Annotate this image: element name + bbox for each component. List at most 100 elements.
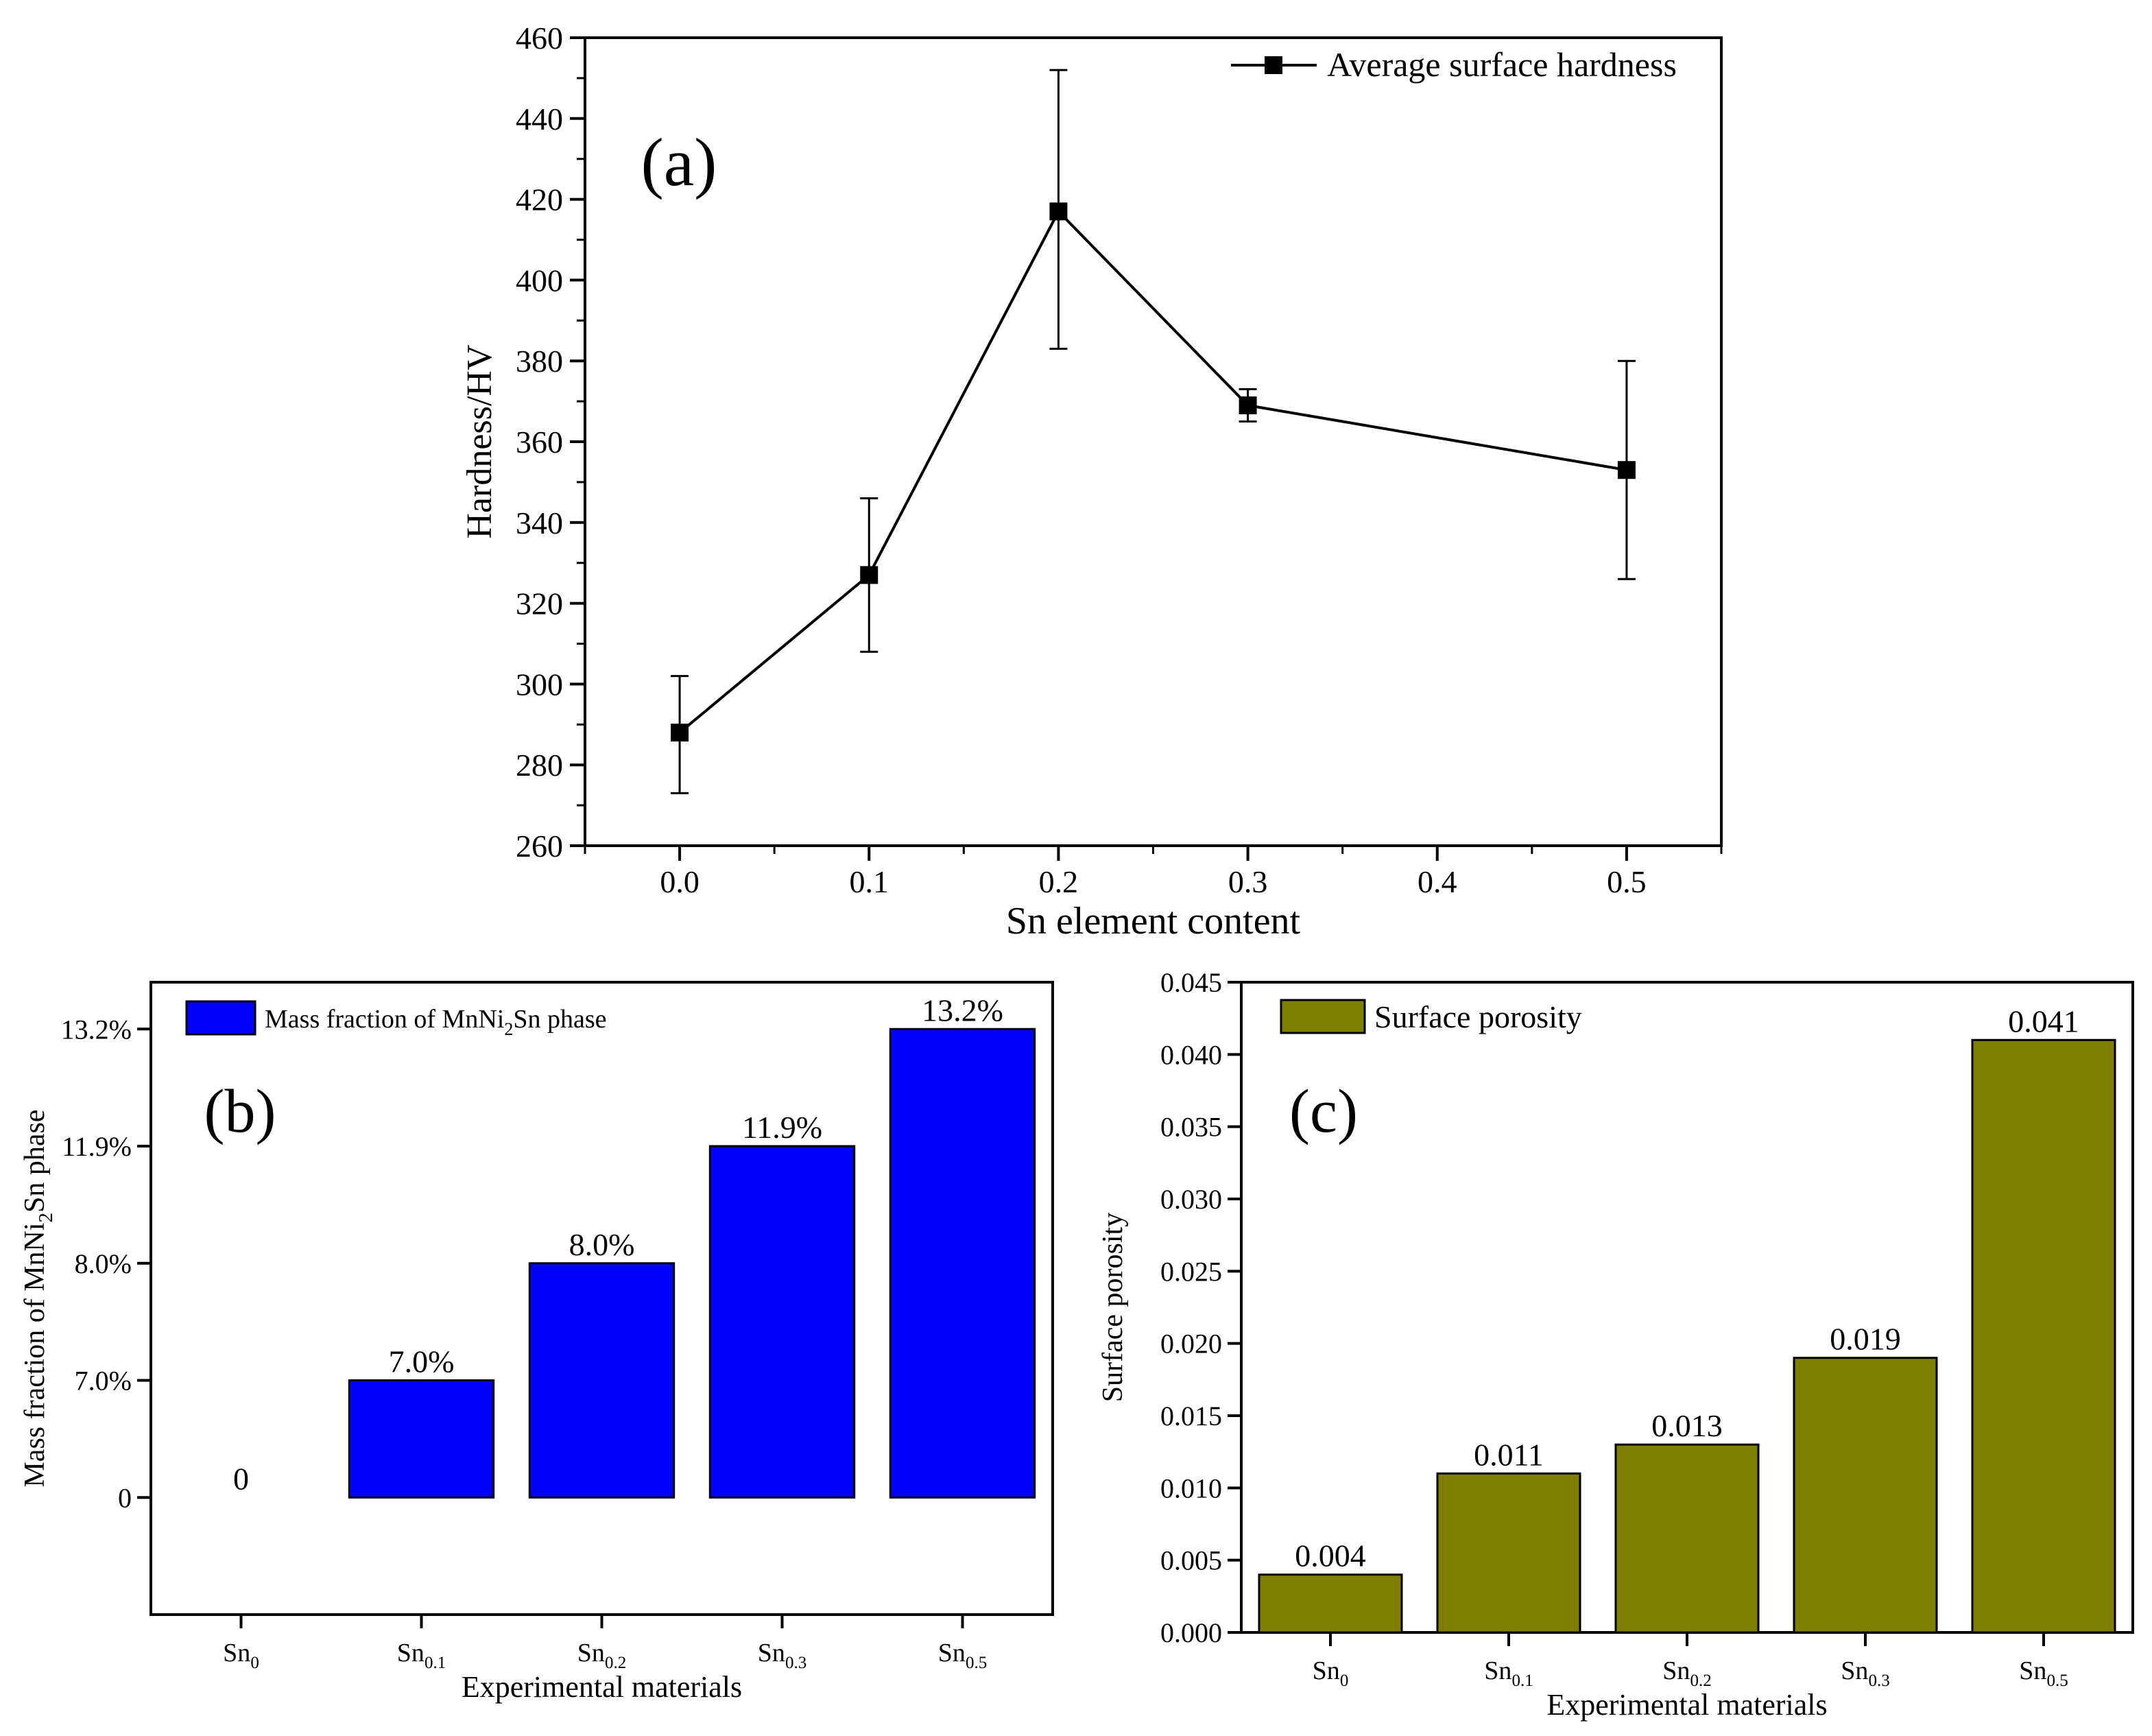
y-tick-label-b: 13.2%	[61, 1014, 132, 1045]
x-tick-label-sub-b: 0	[250, 1654, 259, 1672]
x-tick-label-a: 0.3	[1228, 864, 1268, 899]
chart-b: 07.0%8.0%11.9%13.2%0Sn07.0%Sn0.18.0%Sn0.…	[19, 981, 1054, 1704]
x-tick-label-b: Sn0.5	[938, 1639, 987, 1672]
y-tick-label-a: 320	[516, 586, 563, 621]
y-axis-label-b-rest: Sn phase	[19, 1109, 51, 1213]
legend-label-a: Average surface hardness	[1327, 45, 1677, 84]
x-tick-label-base-c: Sn	[2019, 1656, 2046, 1685]
y-tick-label-a: 420	[516, 182, 563, 217]
x-tick-label-sub-b: 0.3	[785, 1654, 806, 1672]
legend-swatch-b	[185, 1000, 256, 1036]
x-axis-label-c: Experimental materials	[1546, 1688, 1827, 1722]
plot-frame-a	[584, 36, 1723, 847]
y-tick-label-c: 0.000	[1160, 1617, 1222, 1648]
x-tick-label-sub-b: 0.1	[425, 1654, 446, 1672]
data-point-a	[1049, 202, 1068, 221]
y-tick-label-a: 280	[516, 748, 563, 783]
x-tick-label-sub-c: 0.2	[1690, 1672, 1711, 1690]
bar-value-label-b: 0	[233, 1461, 249, 1496]
y-axis-label-b-sub: 2	[35, 1213, 57, 1223]
data-point-a	[1239, 396, 1257, 414]
y-tick-label-a: 400	[516, 263, 563, 298]
x-tick-label-a: 0.0	[660, 864, 700, 899]
x-tick-label-sub-c: 0	[1340, 1672, 1349, 1690]
bar-c	[1614, 1443, 1760, 1634]
data-point-a	[671, 724, 689, 742]
y-tick-label-c: 0.005	[1160, 1545, 1222, 1576]
x-tick-label-base-b: Sn	[397, 1639, 425, 1667]
x-tick-label-c: Sn0.3	[1841, 1656, 1889, 1690]
bar-value-label-b: 8.0%	[569, 1227, 635, 1262]
x-tick-label-base-c: Sn	[1662, 1656, 1690, 1685]
bar-value-label-b: 11.9%	[742, 1110, 822, 1145]
y-tick-label-a: 440	[516, 102, 563, 136]
bar-value-label-c: 0.019	[1830, 1322, 1901, 1357]
x-axis-label-b: Experimental materials	[462, 1670, 742, 1704]
bar-c	[1971, 1038, 2116, 1634]
x-tick-label-a: 0.2	[1039, 864, 1079, 899]
y-tick-label-c: 0.030	[1160, 1184, 1222, 1215]
y-tick-label-b: 7.0%	[75, 1366, 132, 1396]
bar-c	[1258, 1573, 1403, 1634]
legend-label-b-sub: 2	[504, 1019, 513, 1039]
x-tick-label-c: Sn0.5	[2019, 1656, 2068, 1690]
y-axis-label-c: Surface porosity	[1097, 1213, 1129, 1402]
y-tick-label-a: 300	[516, 667, 563, 702]
legend-label-c: Surface porosity	[1374, 999, 1582, 1034]
bar-b	[348, 1379, 495, 1499]
x-tick-label-sub-b: 0.2	[605, 1654, 626, 1672]
bar-value-label-c: 0.041	[2008, 1003, 2079, 1038]
y-tick-label-c: 0.040	[1160, 1039, 1222, 1070]
y-tick-label-c: 0.025	[1160, 1256, 1222, 1287]
x-tick-label-sub-c: 0.1	[1511, 1672, 1533, 1690]
y-tick-label-a: 260	[516, 829, 563, 864]
y-tick-label-c: 0.045	[1160, 967, 1222, 998]
bar-b	[708, 1145, 856, 1499]
bar-value-label-c: 0.004	[1295, 1538, 1366, 1573]
x-tick-label-base-c: Sn	[1484, 1656, 1511, 1685]
x-tick-label-a: 0.5	[1607, 864, 1647, 899]
bar-value-label-c: 0.013	[1651, 1408, 1723, 1443]
y-axis-label-b: Mass fraction of MnNi2Sn phase	[19, 1109, 57, 1487]
bar-b	[528, 1262, 676, 1499]
bar-b	[889, 1027, 1036, 1499]
y-tick-label-b: 0	[118, 1482, 132, 1513]
x-tick-label-base-c: Sn	[1841, 1656, 1868, 1685]
y-tick-label-a: 460	[516, 21, 563, 56]
y-axis-label-a: Hardness/HV	[460, 344, 499, 538]
legend-swatch-c	[1280, 999, 1366, 1034]
x-tick-label-c: Sn0.2	[1662, 1656, 1711, 1690]
x-tick-label-b: Sn0	[223, 1639, 259, 1672]
x-tick-label-c: Sn0.1	[1484, 1656, 1533, 1690]
panel-label-c: (c)	[1289, 1078, 1358, 1145]
y-tick-label-c: 0.020	[1160, 1329, 1222, 1359]
y-tick-label-b: 8.0%	[75, 1248, 132, 1279]
x-tick-label-b: Sn0.3	[758, 1639, 806, 1672]
data-point-a	[1617, 461, 1636, 479]
data-point-a	[860, 566, 878, 584]
x-tick-label-a: 0.4	[1418, 864, 1457, 899]
panel-label-b: (b)	[204, 1078, 276, 1145]
x-tick-label-sub-c: 0.5	[2046, 1672, 2068, 1690]
x-tick-label-base-b: Sn	[938, 1639, 966, 1667]
chart-c: 0.000 0.005 0.010 0.015 0.020 0.025 0.030 0.035…	[1097, 967, 2134, 1722]
bar-value-label-b: 7.0%	[389, 1344, 455, 1379]
y-tick-label-c: 0.035	[1160, 1112, 1222, 1143]
bar-value-label-c: 0.011	[1474, 1437, 1544, 1472]
legend-label-b: Mass fraction of MnNi2Sn phase	[265, 1005, 607, 1039]
y-axis-label-b-main: Mass fraction of MnNi	[19, 1222, 51, 1487]
y-tick-label-c: 0.015	[1160, 1401, 1222, 1431]
bar-c	[1793, 1357, 1938, 1634]
x-tick-label-base-b: Sn	[758, 1639, 785, 1667]
chart-a: 260 280 300 320 340 360 380 400 420 440 460 0.0 0.1 0…	[460, 21, 1723, 942]
x-tick-label-sub-c: 0.3	[1868, 1672, 1889, 1690]
x-tick-label-b: Sn0.2	[577, 1639, 626, 1672]
y-tick-label-c: 0.010	[1160, 1473, 1222, 1503]
x-tick-label-base-c: Sn	[1313, 1656, 1340, 1685]
legend-label-b-main: Mass fraction of MnNi	[265, 1005, 504, 1034]
y-tick-label-a: 380	[516, 344, 563, 379]
series-line-a	[678, 209, 1627, 734]
x-tick-label-b: Sn0.1	[397, 1639, 446, 1672]
y-tick-label-b: 11.9%	[62, 1131, 132, 1162]
